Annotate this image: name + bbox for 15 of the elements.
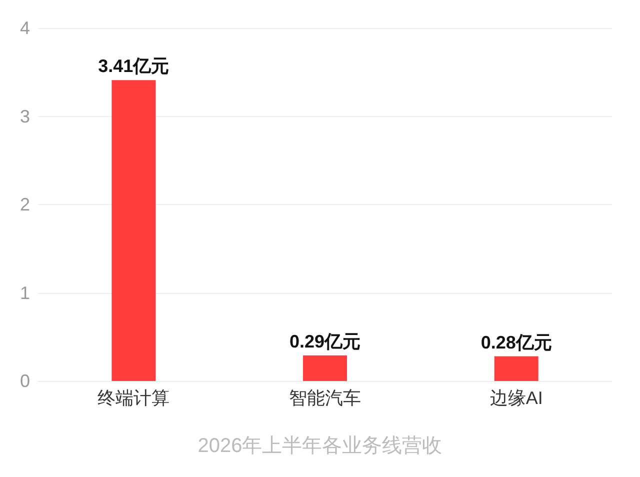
data-label: 0.28亿元 — [480, 332, 552, 352]
y-tick-label: 0 — [20, 371, 30, 391]
y-tick-label: 4 — [20, 18, 30, 38]
data-label: 0.29亿元 — [289, 331, 361, 352]
y-tick-label: 1 — [20, 282, 30, 303]
x-tick-label: 智能汽车 — [289, 388, 361, 408]
x-tick-label: 终端计算 — [98, 388, 170, 408]
bar — [303, 355, 347, 381]
text: 2026年上半年各业务线营收 — [198, 435, 442, 457]
x-tick-label: 边缘AI — [490, 388, 543, 408]
bar — [112, 80, 156, 381]
bar — [494, 356, 538, 381]
y-tick-label: 3 — [20, 106, 30, 126]
data-label: 3.41亿元 — [98, 56, 170, 76]
y-tick-label: 2 — [20, 194, 30, 214]
